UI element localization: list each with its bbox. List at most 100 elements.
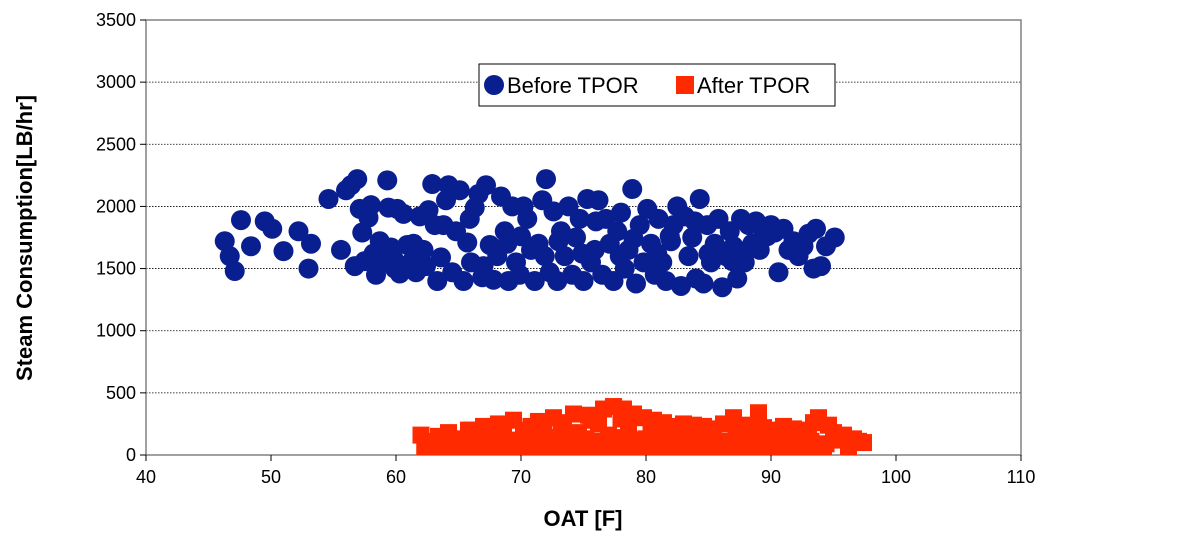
data-point-before-tpor	[457, 232, 478, 253]
data-point-before-tpor	[671, 275, 691, 296]
data-point-before-tpor	[347, 169, 368, 190]
data-point-after-tpor	[627, 440, 645, 455]
y-tick-label: 2500	[96, 134, 136, 154]
data-point-before-tpor	[476, 175, 496, 196]
data-point-before-tpor	[543, 201, 564, 222]
data-point-before-tpor	[318, 188, 339, 209]
data-point-after-tpor	[497, 444, 515, 455]
data-point-before-tpor	[712, 277, 733, 298]
y-axis-title: Steam Consumption[LB/hr]	[12, 95, 37, 381]
data-point-before-tpor	[433, 215, 454, 236]
data-point-before-tpor	[736, 241, 756, 262]
data-point-before-tpor	[661, 231, 681, 252]
data-point-before-tpor	[693, 273, 714, 294]
data-point-after-tpor	[672, 419, 690, 437]
data-point-before-tpor	[727, 268, 748, 289]
y-tick-label: 0	[126, 445, 136, 465]
data-point-after-tpor	[687, 440, 705, 455]
data-point-before-tpor	[566, 227, 586, 248]
data-point-before-tpor	[473, 256, 494, 277]
x-axis-title: OAT [F]	[543, 506, 622, 531]
data-point-before-tpor	[609, 246, 630, 267]
data-point-before-tpor	[689, 188, 710, 209]
data-point-after-tpor	[617, 444, 635, 455]
data-point-after-tpor	[762, 424, 780, 442]
data-point-before-tpor	[301, 233, 321, 254]
data-point-after-tpor	[732, 420, 750, 438]
x-axis-ticks: 40 50 60 70 80 90 100 110	[136, 455, 1035, 487]
y-tick-label: 500	[106, 383, 136, 403]
x-tick-label: 50	[261, 467, 281, 487]
data-point-before-tpor	[698, 243, 719, 264]
y-tick-label: 3500	[96, 10, 136, 30]
data-point-before-tpor	[524, 271, 545, 291]
data-point-after-tpor	[855, 434, 872, 452]
data-point-after-tpor	[427, 434, 445, 452]
data-point-before-tpor	[684, 211, 705, 232]
data-point-before-tpor	[431, 247, 451, 268]
data-point-before-tpor	[449, 180, 470, 201]
legend-label-before-tpor: Before TPOR	[507, 73, 639, 98]
y-tick-label: 1500	[96, 259, 136, 279]
data-point-after-tpor	[582, 411, 600, 429]
data-point-before-tpor	[588, 190, 609, 211]
data-point-after-tpor	[657, 439, 675, 455]
data-point-before-tpor	[331, 239, 351, 260]
data-point-before-tpor	[647, 243, 668, 264]
data-point-before-tpor	[393, 203, 414, 224]
legend-box	[478, 63, 836, 107]
data-point-before-tpor	[427, 271, 448, 291]
data-point-before-tpor	[547, 271, 568, 291]
data-point-before-tpor	[682, 227, 703, 248]
legend: Before TPOR After TPOR	[478, 63, 836, 107]
grid-lines	[146, 81, 1021, 394]
data-point-before-tpor	[436, 190, 456, 211]
data-point-before-tpor	[586, 211, 606, 232]
data-point-before-tpor	[262, 218, 283, 239]
data-point-after-tpor	[492, 419, 510, 437]
legend-marker-after-tpor	[676, 76, 694, 94]
series-before-tpor	[214, 169, 845, 298]
data-point-before-tpor	[626, 273, 646, 294]
data-point-before-tpor	[416, 256, 436, 277]
x-tick-label: 60	[386, 467, 406, 487]
y-tick-label: 2000	[96, 196, 136, 216]
data-point-before-tpor	[607, 221, 628, 242]
data-point-after-tpor	[777, 441, 795, 455]
data-point-after-tpor	[477, 441, 495, 455]
data-point-after-tpor	[507, 440, 525, 455]
data-point-before-tpor	[361, 195, 381, 216]
data-point-after-tpor	[597, 439, 615, 455]
data-point-before-tpor	[453, 271, 474, 291]
data-point-before-tpor	[241, 236, 261, 257]
data-point-before-tpor	[622, 179, 643, 200]
data-point-after-tpor	[552, 414, 570, 432]
y-axis-ticks: 0 500 1000 1500 2000 2500 3000 3500	[96, 10, 146, 465]
data-point-before-tpor	[811, 256, 831, 277]
data-point-before-tpor	[648, 208, 669, 229]
data-point-after-tpor	[442, 436, 460, 454]
x-tick-label: 70	[511, 467, 531, 487]
data-point-before-tpor	[383, 248, 404, 269]
y-tick-label: 1000	[96, 321, 136, 341]
data-point-after-tpor	[557, 444, 575, 455]
data-point-before-tpor	[623, 228, 644, 249]
data-point-before-tpor	[534, 246, 555, 267]
x-tick-label: 90	[761, 467, 781, 487]
data-point-after-tpor	[527, 444, 545, 455]
x-tick-label: 40	[136, 467, 156, 487]
data-point-before-tpor	[483, 269, 504, 290]
data-point-after-tpor	[750, 404, 767, 422]
data-point-before-tpor	[548, 231, 569, 252]
legend-label-after-tpor: After TPOR	[697, 73, 810, 98]
data-point-before-tpor	[722, 251, 743, 272]
data-point-before-tpor	[656, 271, 676, 291]
legend-marker-before-tpor	[484, 75, 504, 95]
data-point-before-tpor	[231, 210, 251, 231]
data-point-after-tpor	[792, 425, 810, 443]
data-point-after-tpor	[567, 440, 585, 455]
data-point-after-tpor	[747, 440, 765, 455]
series-after-tpor	[412, 398, 872, 455]
y-tick-label: 3000	[96, 72, 136, 92]
